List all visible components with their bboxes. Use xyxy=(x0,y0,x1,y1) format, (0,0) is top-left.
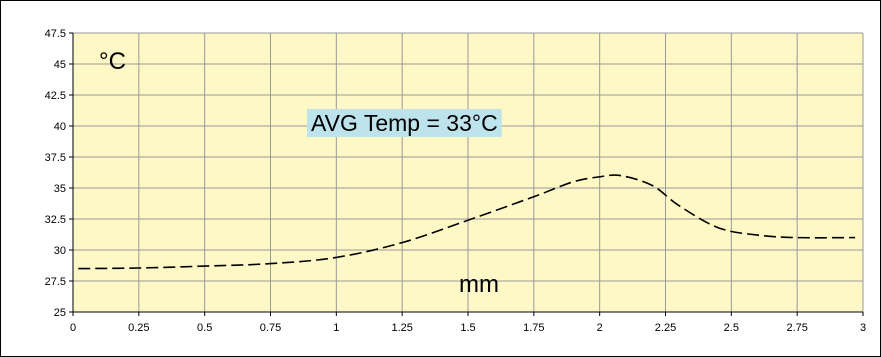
x-tick-label: 0.75 xyxy=(260,322,281,334)
y-tick-label: 47.5 xyxy=(45,28,66,40)
gridlines xyxy=(72,32,864,313)
y-tick-label: 40 xyxy=(54,121,66,133)
x-tick-label: 0.5 xyxy=(197,322,212,334)
x-tick-label: 2.75 xyxy=(786,322,807,334)
temperature-series-line xyxy=(78,174,856,270)
x-tick-label: 2.5 xyxy=(724,322,739,334)
y-tick-label: 42.5 xyxy=(45,90,66,102)
x-tick-label: 1.25 xyxy=(391,322,412,334)
x-tick-label: 2.25 xyxy=(655,322,676,334)
x-tick-label: 1 xyxy=(333,322,339,334)
x-tick-label: 3 xyxy=(860,322,866,334)
y-tick-label: 37.5 xyxy=(45,152,66,164)
x-tick-label: 1.5 xyxy=(460,322,475,334)
y-tick-label: 32.5 xyxy=(45,214,66,226)
x-tick-label: 2 xyxy=(597,322,603,334)
y-tick-label: 30 xyxy=(54,245,66,257)
y-tick-label: 27.5 xyxy=(45,276,66,288)
axes xyxy=(69,32,864,316)
x-tick-label: 0 xyxy=(70,322,76,334)
x-tick-label: 1.75 xyxy=(523,322,544,334)
y-unit-label: °C xyxy=(99,48,126,75)
x-tick-label: 0.25 xyxy=(128,322,149,334)
y-tick-labels: 25 27.5 30 32.5 35 37.5 40 42.5 45 47.5 xyxy=(45,28,66,319)
y-tick-label: 45 xyxy=(54,59,66,71)
avg-temp-annotation: AVG Temp = 33°C xyxy=(311,110,498,136)
y-tick-label: 35 xyxy=(54,183,66,195)
y-tick-label: 25 xyxy=(54,307,66,319)
x-tick-labels: 0 0.25 0.5 0.75 1 1.25 1.5 1.75 2 2.25 2.5 2.75 3 xyxy=(70,322,866,334)
annotation-background xyxy=(307,109,502,137)
x-unit-label: mm xyxy=(459,271,499,298)
